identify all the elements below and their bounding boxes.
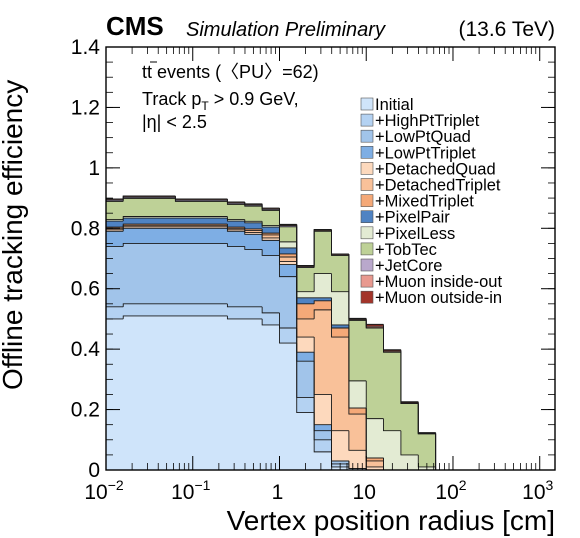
- legend-swatch-lowptquad: [360, 129, 374, 143]
- legend-swatch-lowpttriplet: [360, 146, 374, 159]
- legend-label-muon-outside-in: +Muon outside-in: [375, 289, 502, 307]
- stack-layers: [105, 195, 540, 471]
- legend-swatch-jetcore: [360, 258, 374, 272]
- y-tick-label: 0.6: [71, 278, 100, 301]
- legend-label-jetcore: +JetCore: [375, 257, 442, 275]
- legend-label-lowpttriplet: +LowPtTriplet: [375, 144, 476, 162]
- x-tick-label: 1: [272, 481, 284, 504]
- legend-swatch-mixedtriplet: [360, 194, 374, 207]
- x-tick-label: 103: [522, 477, 553, 504]
- y-tick-label: 0.2: [71, 399, 100, 422]
- legend-swatch-detachedquad: [360, 162, 374, 175]
- annotation-line-2: Track pT > 0.9 GeV,: [142, 89, 299, 113]
- legend-swatch-muon-outside-in: [360, 290, 374, 304]
- legend-label-lowptquad: +LowPtQuad: [375, 128, 471, 146]
- x-tick-label: 10: [353, 481, 376, 504]
- legend-label-initial: Initial: [375, 96, 414, 114]
- legend-label-highpttriplet: +HighPtTriplet: [375, 112, 480, 130]
- legend-swatch-highpttriplet: [360, 113, 374, 127]
- legend-label-tobtec: +TobTec: [375, 241, 437, 259]
- legend-label-pixelless: +PixelLess: [375, 225, 455, 243]
- legend-label-muon-inside-out: +Muon inside-out: [375, 273, 502, 291]
- y-tick-label: 1: [88, 157, 100, 180]
- energy-label: (13.6 TeV): [459, 18, 556, 41]
- x-tick-label: 10−1: [171, 477, 211, 504]
- annotation-line-3: |η| < 2.5: [142, 112, 207, 132]
- y-tick-label: 1.2: [71, 96, 100, 119]
- legend-swatch-pixelless: [360, 226, 374, 240]
- legend-label-mixedtriplet: +MixedTriplet: [375, 193, 474, 211]
- y-axis-title: Offline tracking efficiency: [0, 80, 28, 390]
- experiment-label: CMS: [106, 11, 164, 41]
- legend-swatch-tobtec: [360, 242, 374, 256]
- y-tick-label: 0.4: [71, 338, 101, 361]
- axis-ticks: 0 0.2 0.4 0.6 0.8 1 1.2 1.4 10−2 10−1 1 10 102 103: [71, 36, 555, 504]
- legend-label-detachedquad: +DetachedQuad: [375, 160, 496, 178]
- selection-annotation: tt events (〈PU〉=62) Track pT > 0.9 GeV, …: [142, 61, 319, 132]
- legend-swatch-pixelpair: [360, 210, 374, 223]
- annotation-line-1: tt events (〈PU〉=62): [142, 62, 319, 82]
- y-tick-label: 1.4: [71, 36, 101, 59]
- layer-initial: [106, 315, 540, 470]
- x-tick-label: 10−2: [84, 477, 124, 504]
- legend-swatch-initial: [360, 97, 374, 111]
- legend-swatch-muon-inside-out: [360, 274, 374, 288]
- y-tick-label: 0: [88, 459, 100, 482]
- x-tick-label: 102: [435, 477, 466, 504]
- legend-label-pixelpair: +PixelPair: [375, 209, 450, 227]
- x-axis-title: Vertex position radius [cm]: [227, 505, 555, 536]
- legend: Initial+HighPtTriplet+LowPtQuad+LowPtTri…: [360, 96, 502, 307]
- legend-label-detachedtriplet: +DetachedTriplet: [375, 177, 501, 195]
- legend-swatch-detachedtriplet: [360, 178, 374, 191]
- y-tick-label: 0.8: [71, 217, 100, 240]
- status-label: Simulation Preliminary: [186, 19, 386, 41]
